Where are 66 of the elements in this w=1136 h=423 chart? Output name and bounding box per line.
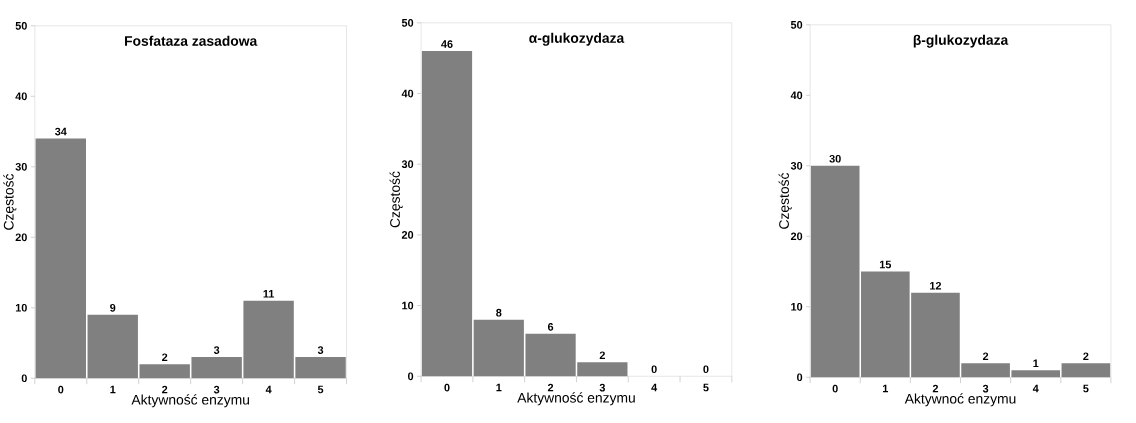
y-tick-label: 50 (401, 19, 414, 27)
x-axis-title: Aktywnoć enzymu (904, 393, 1016, 407)
x-tick-label: 3 (213, 385, 220, 394)
data-label: 12 (930, 281, 942, 290)
data-label: 8 (496, 308, 502, 317)
data-label: 2 (1083, 352, 1089, 361)
y-tick-label: 20 (790, 232, 803, 241)
y-tick-label: 30 (790, 161, 803, 170)
text: Fosfataza zasadowa (125, 35, 258, 46)
x-tick-label: 0 (58, 385, 64, 394)
y-tick-label: 0 (21, 374, 27, 383)
data-label: 1 (1033, 359, 1039, 368)
y-tick-label: 20 (15, 233, 27, 242)
data-label: 3 (213, 346, 220, 354)
x-tick-label: 5 (317, 385, 324, 394)
x-tick-label: 4 (651, 383, 658, 392)
y-tick-label: 50 (15, 22, 27, 30)
x-tick-label: 0 (832, 384, 838, 393)
data-label: 30 (829, 154, 841, 163)
x-tick-label: 1 (496, 383, 502, 392)
y-axis-title: Częstość (3, 173, 17, 230)
y-tick-label: 10 (402, 301, 414, 310)
bar (1061, 363, 1111, 378)
y-tick-label: 50 (790, 21, 803, 29)
x-tick-label: 2 (162, 385, 168, 394)
y-tick-label: 30 (15, 162, 27, 171)
y-axis-title: Częstość (778, 172, 792, 229)
bar (35, 138, 86, 379)
data-label: 11 (263, 290, 275, 298)
x-tick-label: 4 (265, 385, 272, 394)
x-tick-label: 0 (444, 383, 450, 392)
x-tick-label: 1 (110, 385, 116, 394)
x-axis-title: Aktywność enzymu (517, 392, 635, 406)
data-label: 2 (982, 352, 989, 361)
x-tick-label: 2 (932, 384, 939, 393)
y-tick-label: 10 (15, 303, 27, 312)
data-label: 3 (317, 346, 324, 354)
y-tick-label: 40 (790, 91, 803, 100)
bar (421, 51, 473, 377)
data-label: 2 (599, 351, 605, 359)
data-label: 34 (54, 127, 67, 136)
y-tick-label: 20 (401, 231, 414, 239)
y-tick-label: 40 (401, 89, 414, 98)
data-label: 9 (110, 303, 116, 312)
y-tick-label: 10 (791, 302, 803, 311)
x-tick-label: 2 (547, 383, 554, 392)
text: α-glukozydaza (529, 32, 625, 46)
y-axis-title: Częstość (389, 171, 403, 228)
x-tick-label: 5 (1083, 384, 1089, 393)
x-axis-title: Aktywność enzymu (131, 394, 249, 408)
y-tick-label: 30 (401, 160, 414, 169)
y-tick-label: 0 (408, 372, 414, 381)
data-label: 2 (162, 353, 168, 362)
y-tick-label: 0 (797, 373, 803, 382)
x-tick-label: 3 (982, 384, 989, 393)
data-label: 46 (441, 40, 453, 48)
x-tick-label: 5 (703, 383, 709, 392)
data-label: 15 (879, 260, 892, 269)
x-tick-label: 3 (599, 383, 605, 392)
text: β-glukozydaza (913, 34, 1009, 48)
data-label: 0 (651, 365, 657, 374)
x-tick-label: 1 (882, 384, 889, 393)
y-tick-label: 40 (15, 92, 27, 101)
data-label: 6 (547, 323, 554, 331)
x-tick-label: 4 (1032, 384, 1039, 393)
data-label: 0 (703, 365, 709, 374)
